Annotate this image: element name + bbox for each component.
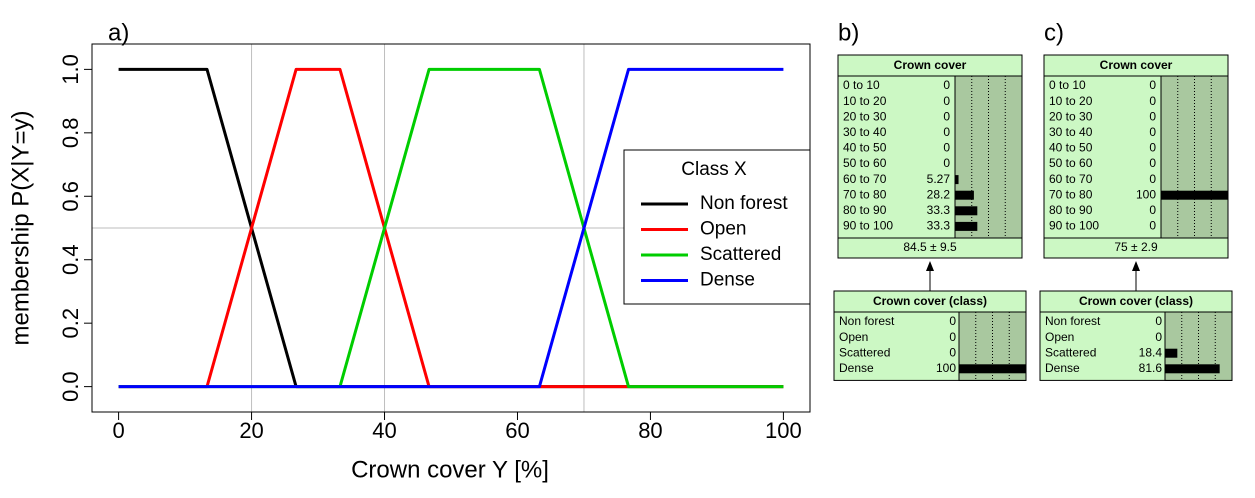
state-value: 0 xyxy=(1149,172,1156,186)
state-value: 0 xyxy=(949,345,956,359)
panel-label: b) xyxy=(838,19,859,46)
arrow-head xyxy=(1132,261,1140,271)
state-value: 0 xyxy=(1149,109,1156,123)
legend-label: Scattered xyxy=(700,244,781,265)
state-value: 0 xyxy=(943,78,950,92)
state-value: 33.3 xyxy=(927,203,951,217)
state-value: 0 xyxy=(943,94,950,108)
state-label: 50 to 60 xyxy=(1049,156,1093,170)
state-value: 100 xyxy=(936,361,956,375)
state-label: Non forest xyxy=(839,314,895,328)
state-label: 10 to 20 xyxy=(843,94,887,108)
state-label: Open xyxy=(1045,330,1074,344)
y-tick-label: 0.2 xyxy=(58,308,83,339)
node-title: Crown cover xyxy=(894,58,967,72)
belief-bar xyxy=(955,206,978,216)
node-title: Crown cover (class) xyxy=(1079,294,1193,308)
state-label: 10 to 20 xyxy=(1049,94,1093,108)
legend-label: Open xyxy=(700,219,746,240)
belief-bar xyxy=(955,175,959,185)
state-label: Non forest xyxy=(1045,314,1101,328)
state-value: 0 xyxy=(1149,141,1156,155)
state-label: 0 to 10 xyxy=(1049,78,1086,92)
belief-bar xyxy=(955,221,978,231)
node-summary: 75 ± 2.9 xyxy=(1114,240,1158,254)
state-label: Dense xyxy=(1045,361,1080,375)
state-label: 60 to 70 xyxy=(1049,172,1093,186)
state-value: 0 xyxy=(1155,314,1162,328)
state-value: 18.4 xyxy=(1139,345,1163,359)
state-value: 0 xyxy=(1149,156,1156,170)
state-label: Dense xyxy=(839,361,874,375)
state-label: 80 to 90 xyxy=(1049,203,1093,217)
belief-bar xyxy=(1165,364,1220,374)
x-axis-label: Crown cover Y [%] xyxy=(351,456,549,483)
belief-bar xyxy=(955,190,974,200)
legend-title: Class X xyxy=(681,159,747,180)
x-tick-label: 0 xyxy=(112,418,124,443)
x-tick-label: 20 xyxy=(239,418,263,443)
node-summary: 84.5 ± 9.5 xyxy=(903,240,957,254)
state-label: 90 to 100 xyxy=(843,219,893,233)
x-tick-label: 60 xyxy=(505,418,529,443)
belief-bar xyxy=(1161,190,1228,200)
belief-bar xyxy=(1165,348,1178,358)
node-title: Crown cover xyxy=(1100,58,1173,72)
arrow-head xyxy=(926,261,934,271)
state-value: 0 xyxy=(1149,219,1156,233)
state-label: 30 to 40 xyxy=(843,125,887,139)
state-label: Scattered xyxy=(1045,345,1096,359)
panel-label: a) xyxy=(108,19,129,46)
state-label: 40 to 50 xyxy=(1049,141,1093,155)
state-label: 40 to 50 xyxy=(843,141,887,155)
state-value: 100 xyxy=(1136,187,1156,201)
state-value: 0 xyxy=(943,141,950,155)
y-tick-label: 0.8 xyxy=(58,118,83,149)
x-tick-label: 40 xyxy=(372,418,396,443)
state-value: 0 xyxy=(949,330,956,344)
state-label: Open xyxy=(839,330,868,344)
state-value: 0 xyxy=(1155,330,1162,344)
x-tick-label: 80 xyxy=(638,418,662,443)
state-label: 0 to 10 xyxy=(843,78,880,92)
state-label: Scattered xyxy=(839,345,890,359)
state-value: 81.6 xyxy=(1139,361,1163,375)
state-label: 20 to 30 xyxy=(1049,109,1093,123)
state-value: 28.2 xyxy=(927,187,951,201)
y-tick-label: 0.0 xyxy=(58,371,83,402)
series-line xyxy=(118,67,784,389)
state-label: 80 to 90 xyxy=(843,203,887,217)
panel-label: c) xyxy=(1044,19,1064,46)
state-label: 70 to 80 xyxy=(843,187,887,201)
legend-label: Dense xyxy=(700,270,755,291)
y-tick-label: 0.4 xyxy=(58,244,83,275)
state-value: 0 xyxy=(1149,78,1156,92)
node-title: Crown cover (class) xyxy=(873,294,987,308)
y-tick-label: 1.0 xyxy=(58,54,83,85)
state-value: 0 xyxy=(1149,94,1156,108)
state-value: 0 xyxy=(943,109,950,123)
y-axis-label: membership P(X|Y=y) xyxy=(7,111,34,346)
state-value: 0 xyxy=(943,156,950,170)
belief-bar xyxy=(959,364,1026,374)
legend-label: Non forest xyxy=(700,193,788,214)
state-value: 5.27 xyxy=(927,172,951,186)
state-value: 0 xyxy=(949,314,956,328)
state-label: 20 to 30 xyxy=(843,109,887,123)
state-value: 0 xyxy=(1149,203,1156,217)
y-tick-label: 0.6 xyxy=(58,181,83,212)
x-tick-label: 100 xyxy=(765,418,802,443)
state-value: 0 xyxy=(1149,125,1156,139)
state-label: 50 to 60 xyxy=(843,156,887,170)
state-value: 33.3 xyxy=(927,219,951,233)
state-label: 70 to 80 xyxy=(1049,187,1093,201)
state-value: 0 xyxy=(943,125,950,139)
state-label: 90 to 100 xyxy=(1049,219,1099,233)
state-label: 30 to 40 xyxy=(1049,125,1093,139)
legend-box xyxy=(623,149,811,305)
state-label: 60 to 70 xyxy=(843,172,887,186)
